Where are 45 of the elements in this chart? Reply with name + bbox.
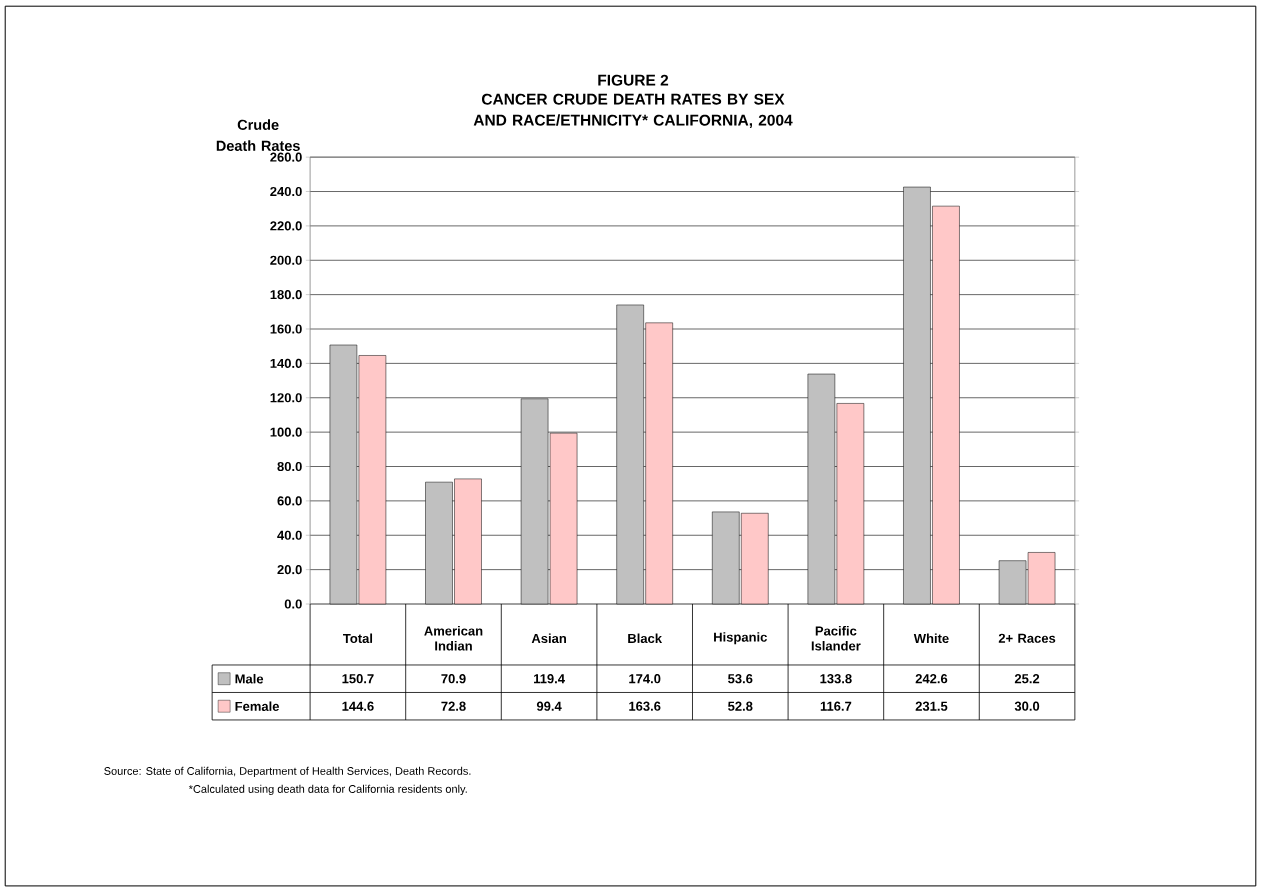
data-label: 116.7 (820, 701, 852, 711)
y-tick-label: 80.0 (277, 461, 302, 472)
y-tick-label: 40.0 (277, 530, 302, 540)
data-label: 133.8 (820, 674, 852, 684)
x-tick-label: American Indian (424, 625, 483, 651)
data-label: 99.4 (536, 701, 562, 711)
y-tick-label: 120.0 (270, 393, 302, 403)
data-label: 53.6 (728, 674, 753, 684)
x-tick-label: Hispanic (714, 632, 767, 645)
data-label: 30.0 (1014, 701, 1040, 711)
source-note: Source: State of California, Department of Health Services, Death Records. (104, 766, 471, 778)
x-tick-label: Total (343, 633, 373, 643)
legend-label: Female (235, 701, 280, 711)
data-label: 52.8 (728, 701, 753, 711)
x-tick-label: 2+ Races (998, 633, 1056, 643)
y-tick-label: 240.0 (270, 186, 302, 197)
y-tick-label: 100.0 (270, 427, 302, 437)
x-tick-label: Asian (531, 633, 566, 643)
data-label: 119.4 (534, 674, 565, 684)
data-label: 150.7 (342, 674, 374, 684)
x-tick-label: Black (628, 633, 663, 643)
data-label: 144.6 (342, 701, 374, 711)
data-label: 72.8 (441, 701, 466, 711)
data-label: 163.6 (629, 701, 661, 711)
y-tick-label: 20.0 (277, 564, 302, 575)
legend-label: Male (235, 673, 264, 684)
y-tick-label: 160.0 (270, 324, 302, 334)
x-tick-label: Pacific Islander (811, 625, 861, 651)
y-axis-title: Crude Death Rates (216, 119, 300, 151)
data-label: 25.2 (1014, 674, 1040, 684)
data-label: 174.0 (629, 674, 661, 684)
y-tick-label: 60.0 (277, 496, 302, 506)
data-label: 231.5 (915, 701, 948, 711)
text: *Calculated using death data for California residents only. (188, 784, 467, 796)
data-label: 242.6 (915, 674, 948, 684)
y-tick-label: 260.0 (270, 152, 302, 162)
data-label: 70.9 (441, 674, 466, 684)
y-tick-label: 220.0 (270, 221, 302, 231)
y-tick-label: 180.0 (270, 289, 302, 300)
y-tick-label: 200.0 (270, 255, 302, 265)
chart-title: FIGURE 2 (598, 74, 669, 86)
y-tick-label: 140.0 (270, 358, 302, 368)
chart-subtitle: CANCER CRUDE DEATH RATES BY SEX AND RACE/ETHNICITY* CALIFORNIA, 2004 (473, 93, 793, 128)
y-tick-label: 0.0 (284, 599, 302, 609)
x-tick-label: White (913, 633, 949, 643)
